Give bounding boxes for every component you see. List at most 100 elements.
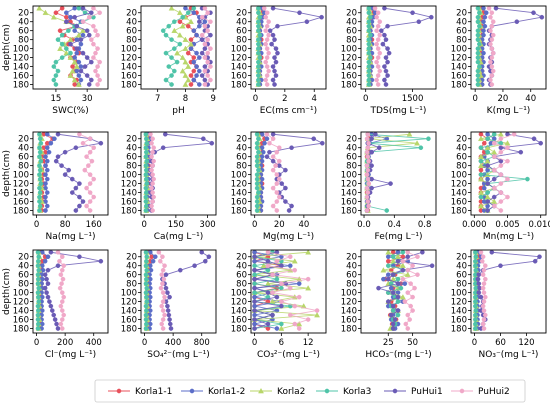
data-point (80, 32, 86, 38)
data-point (264, 64, 270, 69)
y-tick-label: 100 (121, 289, 137, 299)
x-tick-label: 0.000 (462, 220, 486, 230)
y-tick-label: 40 (126, 144, 137, 154)
data-point (35, 308, 41, 313)
y-tick-label: 160 (121, 198, 137, 208)
data-point (405, 312, 411, 318)
data-point (254, 163, 260, 168)
data-point (478, 176, 484, 182)
data-point (36, 299, 42, 304)
data-point (296, 326, 302, 331)
data-point (475, 276, 481, 282)
data-point (498, 208, 504, 213)
data-point (75, 81, 82, 87)
data-point (405, 267, 411, 273)
data-point (270, 136, 276, 142)
plot-frame (360, 131, 437, 216)
data-point (537, 254, 542, 260)
series-puhui1 (379, 5, 434, 87)
data-point (69, 68, 76, 74)
data-point (174, 50, 181, 56)
data-point (35, 258, 41, 264)
data-point (252, 294, 257, 300)
data-point (473, 267, 479, 273)
data-point (199, 50, 205, 56)
data-point (481, 326, 487, 331)
data-point (68, 41, 73, 47)
data-point (61, 294, 67, 300)
data-point (143, 303, 149, 309)
data-point (37, 149, 43, 155)
data-point (86, 14, 92, 20)
data-point (87, 190, 93, 195)
data-point (491, 131, 497, 137)
plot-frame (470, 249, 547, 334)
data-point (276, 194, 282, 200)
legend-entry-korla2: Korla2 (250, 387, 305, 397)
data-point (252, 326, 257, 331)
data-point (46, 149, 52, 155)
data-point (158, 285, 164, 291)
data-point (416, 19, 422, 25)
x-tick-label: 6 (279, 338, 284, 348)
series-puhui2 (486, 5, 496, 87)
data-point (80, 199, 86, 204)
legend-entry-korla1-2: Korla1-2 (181, 387, 245, 397)
data-point (481, 281, 487, 286)
y-tick-label: 140 (13, 307, 29, 317)
data-point (47, 299, 52, 304)
y-tick-label: 80 (18, 162, 29, 172)
data-point (283, 167, 288, 173)
data-point (504, 140, 511, 146)
data-point (481, 32, 486, 38)
data-point (412, 285, 417, 291)
data-point (485, 181, 490, 186)
data-point (375, 10, 381, 16)
data-point (402, 299, 408, 304)
y-axis-label: depth(cm) (2, 268, 12, 315)
data-point (176, 9, 183, 16)
y-tick-label: 80 (236, 162, 247, 172)
y-tick-label: 120 (231, 298, 247, 308)
data-point (179, 54, 186, 60)
series-puhui2 (364, 131, 371, 213)
data-point (169, 73, 174, 78)
data-point (488, 59, 493, 65)
data-point (72, 14, 77, 20)
data-point (375, 37, 381, 42)
data-point (275, 23, 280, 29)
data-point (400, 267, 406, 273)
data-point (167, 321, 173, 327)
data-point (270, 312, 275, 318)
data-point (365, 167, 371, 173)
data-point (163, 272, 169, 277)
y-tick-label: 40 (18, 18, 29, 28)
y-tick-label: 100 (121, 45, 137, 55)
data-point (35, 317, 41, 322)
data-point (379, 28, 384, 33)
data-point (426, 136, 431, 142)
data-point (275, 50, 280, 56)
data-point (488, 28, 493, 33)
data-point (64, 19, 69, 25)
data-point (505, 145, 510, 151)
data-point (205, 10, 210, 16)
data-point (256, 190, 261, 195)
data-point (143, 290, 149, 295)
data-point (491, 149, 498, 155)
y-tick-label: 80 (346, 280, 357, 290)
data-point (418, 145, 424, 151)
data-point (252, 281, 257, 286)
data-point (202, 46, 208, 51)
data-point (185, 77, 192, 83)
data-point (256, 59, 261, 65)
data-point (475, 37, 481, 42)
data-point (205, 37, 210, 42)
y-tick-label: 140 (231, 189, 247, 199)
x-tick-label: 0 (142, 338, 147, 348)
data-point (144, 267, 150, 273)
y-tick-label: 60 (456, 271, 467, 281)
legend-frame (94, 379, 526, 403)
y-tick-label: 160 (451, 198, 467, 208)
data-point (89, 158, 95, 164)
